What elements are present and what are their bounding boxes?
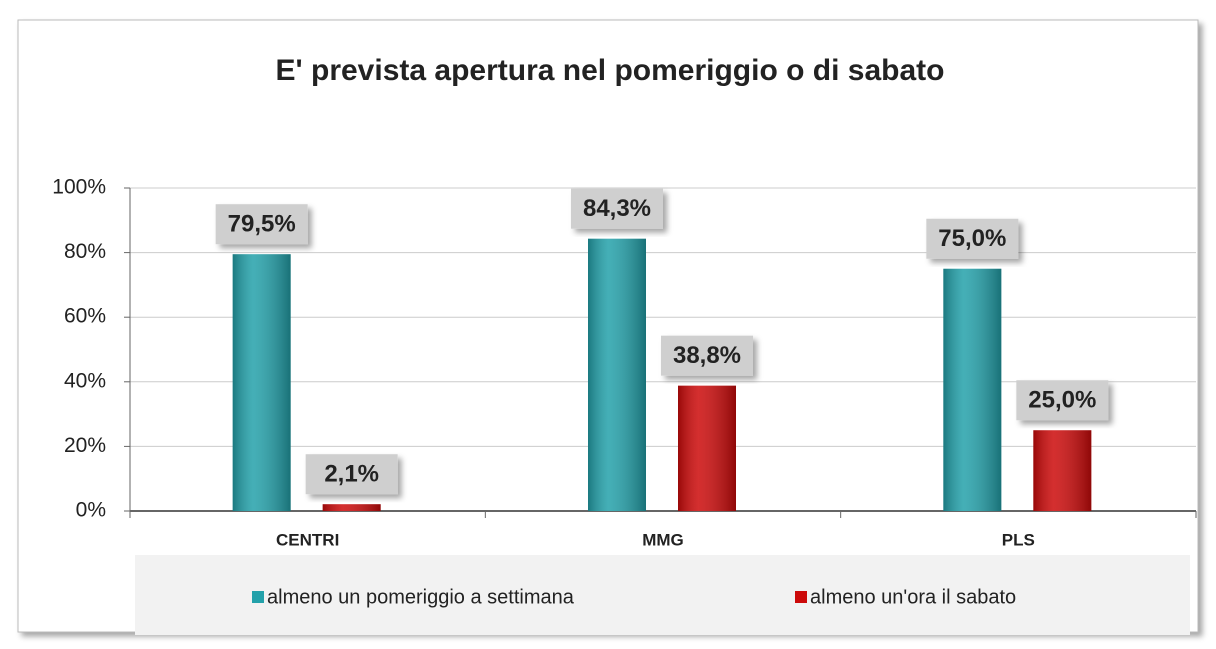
y-tick-label: 20% [64,434,106,457]
value-label: 79,5% [228,211,296,238]
x-tick-label: CENTRI [276,530,339,549]
y-tick-label: 0% [76,499,106,522]
y-tick-label: 60% [64,305,106,328]
value-label-box [305,454,398,495]
value-label-box [661,335,753,376]
y-tick-label: 100% [52,176,106,199]
value-label-box [926,218,1019,259]
bar-shade [1033,430,1092,511]
value-label-box [1016,380,1109,421]
y-tick-label: 40% [64,369,106,392]
chart-title: E' prevista apertura nel pomeriggio o di… [276,54,945,87]
legend-label: almeno un'ora il sabato [810,586,1016,608]
x-tick-label: PLS [1002,530,1035,549]
legend-swatch [252,591,264,603]
bar-shade [943,268,1002,511]
value-label-box [215,204,308,245]
value-label: 38,8% [673,342,741,369]
value-label-box [571,188,663,229]
bar-shade [678,385,736,511]
legend-label: almeno un pomeriggio a settimana [267,586,575,608]
value-label: 75,0% [938,225,1006,252]
x-tick-label: MMG [642,530,684,549]
bar-shade [588,238,646,511]
bar-shade [322,504,381,511]
value-label: 2,1% [324,461,379,488]
y-tick-label: 80% [64,240,106,263]
value-label: 84,3% [583,195,651,222]
bar-shade [232,254,291,511]
legend-box [135,555,1190,635]
value-label: 25,0% [1028,387,1096,414]
legend-swatch [795,591,807,603]
